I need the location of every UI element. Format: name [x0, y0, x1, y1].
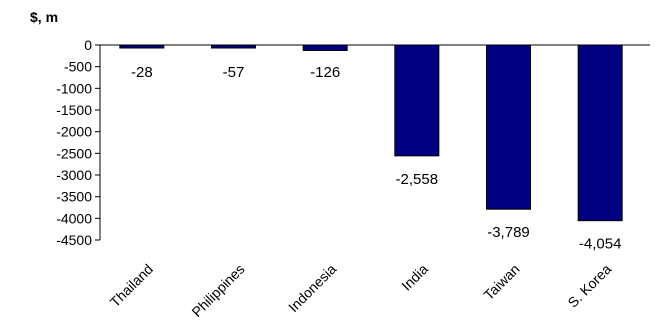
x-category-label: Taiwan	[480, 261, 522, 303]
bar	[302, 44, 348, 51]
y-tick-label: -4500	[56, 232, 92, 248]
y-tick-label: -500	[64, 59, 92, 75]
y-tick-label: -2500	[56, 145, 92, 161]
data-label: -2,558	[396, 171, 439, 188]
x-category-label: S. Korea	[564, 261, 614, 311]
y-tick-label: -1000	[56, 80, 92, 96]
bar	[486, 44, 531, 210]
data-label: -126	[310, 64, 340, 81]
bars	[119, 44, 623, 222]
bar	[119, 44, 165, 49]
y-axis: 0 -500 -1000 -1500 -2000 -2500 -3000 -3500 -4000…	[56, 37, 650, 248]
y-tick-label: -4000	[56, 210, 92, 226]
y-tick-label: 0	[84, 37, 92, 53]
x-category-label: Philippines	[188, 261, 247, 320]
x-category-label: India	[398, 261, 431, 294]
x-category-label: Thailand	[107, 261, 156, 310]
data-label: -3,789	[487, 224, 530, 241]
bar	[211, 44, 256, 49]
data-label: -4,054	[579, 236, 622, 253]
bar	[394, 44, 440, 157]
bar	[577, 44, 623, 222]
data-labels: -28 -57 -126 -2,558 -3,789 -4,054	[131, 64, 621, 253]
data-label: -57	[223, 64, 245, 81]
x-category-label: Indonesia	[285, 261, 339, 315]
x-axis-labels: Thailand Philippines Indonesia India Taiwan S…	[107, 261, 615, 320]
y-unit-label: $, m	[30, 9, 58, 25]
y-tick-label: -1500	[56, 102, 92, 118]
y-tick-label: -3000	[56, 167, 92, 183]
y-tick-label: -2000	[56, 124, 92, 140]
data-label: -28	[131, 64, 153, 81]
y-tick-label: -3500	[56, 189, 92, 205]
